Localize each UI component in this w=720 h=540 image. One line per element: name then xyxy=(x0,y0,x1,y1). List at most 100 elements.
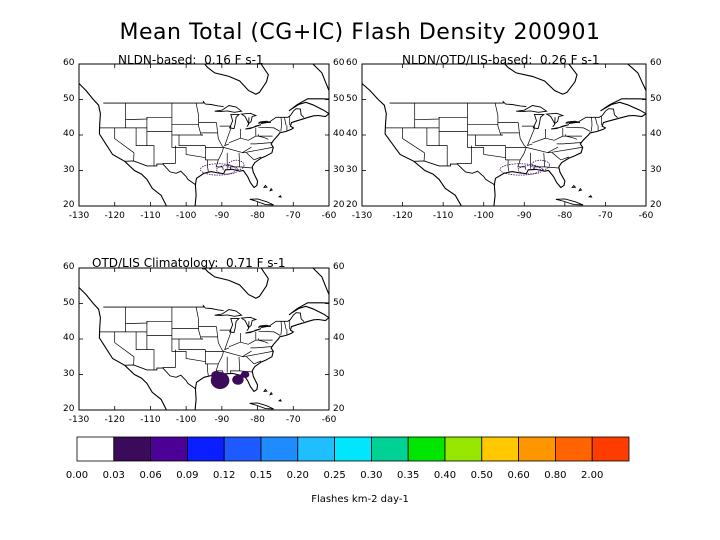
y-tick-label-left: 40 xyxy=(346,129,358,139)
x-tick-label: -80 xyxy=(250,211,265,221)
x-tick-label: -100 xyxy=(473,211,494,221)
y-tick-label-right: 20 xyxy=(333,404,345,414)
gulf-east-coastline xyxy=(194,302,329,410)
state-border xyxy=(178,339,206,350)
west-coastline xyxy=(79,83,167,206)
us-canada-border xyxy=(246,321,250,332)
state-border xyxy=(565,126,591,132)
state-border xyxy=(125,116,172,121)
y-tick-label-left: 20 xyxy=(63,200,75,210)
us-mexico-border xyxy=(125,364,197,390)
labrador-coastline xyxy=(312,268,329,295)
x-tick-label: -80 xyxy=(557,211,573,221)
state-border xyxy=(426,127,448,166)
x-tick-label: -110 xyxy=(140,211,161,221)
state-border xyxy=(205,147,273,154)
island xyxy=(249,402,274,410)
state-border xyxy=(438,117,468,132)
state-border xyxy=(239,166,253,169)
colorbar-swatch xyxy=(407,436,446,462)
colorbar-tick-label: 0.12 xyxy=(213,470,236,481)
colorbar-swatch xyxy=(187,436,225,462)
state-border xyxy=(257,134,269,140)
state-border xyxy=(114,331,135,358)
state-border xyxy=(565,134,578,140)
y-tick-label-right: 40 xyxy=(650,129,662,139)
island xyxy=(571,184,577,189)
state-border xyxy=(257,338,269,344)
y-tick-label-right: 50 xyxy=(333,297,345,308)
y-tick-label-left: 40 xyxy=(63,129,75,139)
x-tick-label: -110 xyxy=(140,415,161,425)
state-border xyxy=(532,129,546,144)
y-tick-label-right: 40 xyxy=(333,333,345,343)
us-canada-border xyxy=(103,100,224,108)
gulf-east-coastline xyxy=(194,98,329,206)
x-tick-label: -120 xyxy=(392,211,413,221)
colorbar-tick-label: 0.80 xyxy=(544,470,567,481)
y-tick-label-left: 20 xyxy=(346,200,358,210)
colorbar-swatch xyxy=(518,436,556,462)
panel-1-map xyxy=(78,63,330,207)
x-tick-label: -130 xyxy=(68,415,90,425)
state-border xyxy=(215,326,224,374)
state-border xyxy=(242,146,252,154)
colorbar-tick-label: 0.25 xyxy=(323,470,346,481)
y-tick-label-right: 50 xyxy=(650,93,662,104)
great-lake xyxy=(240,112,258,125)
colorbar-tick-label: 2.00 xyxy=(581,470,604,481)
flash-density-area xyxy=(531,159,550,171)
great-lake xyxy=(214,105,243,113)
colorbar-tick-label: 0.50 xyxy=(470,470,493,481)
west-coastline xyxy=(362,83,462,206)
state-border xyxy=(162,103,176,164)
map-panels xyxy=(78,63,647,411)
panel-3-title: OTD/LIS Climatology: 0.71 F s-1 xyxy=(92,256,286,270)
colorbar-tick-label: 0.09 xyxy=(176,470,199,481)
y-tick-label-right: 30 xyxy=(650,164,662,175)
panel-2-geography xyxy=(362,64,646,206)
state-border xyxy=(544,166,559,169)
colorbar-tick-label: 0.06 xyxy=(139,470,162,481)
colorbar-swatch xyxy=(150,436,188,462)
great-lake xyxy=(245,328,262,334)
x-tick-label: -60 xyxy=(638,211,654,221)
island xyxy=(277,399,282,402)
state-border xyxy=(475,135,506,146)
x-tick-label: -130 xyxy=(351,211,373,221)
colorbar-units-label: Flashes km-2 day-1 xyxy=(311,494,409,505)
colorbar-swatch xyxy=(370,436,409,462)
panel-2-frame xyxy=(361,63,647,207)
hudson-bay-coastline xyxy=(504,64,578,95)
x-tick-label: -80 xyxy=(250,415,265,425)
y-tick-label-right: 20 xyxy=(650,200,662,210)
y-tick-label-left: 50 xyxy=(346,93,358,104)
state-border xyxy=(135,331,155,370)
colorbar-swatch xyxy=(297,436,336,462)
panel-1-frame xyxy=(78,63,330,207)
state-border xyxy=(228,129,241,144)
y-tick-label-left: 30 xyxy=(63,164,75,175)
figure-title: Mean Total (CG+IC) Flash Density 200901 xyxy=(119,20,601,45)
x-tick-label: -70 xyxy=(598,211,613,221)
panel-3-map xyxy=(78,267,330,411)
colorbar-swatch xyxy=(260,436,299,462)
y-tick-label-left: 60 xyxy=(63,58,75,68)
state-border xyxy=(250,346,273,349)
colorbar-swatch xyxy=(113,436,151,462)
state-border xyxy=(258,126,281,132)
colorbar-swatch xyxy=(481,436,519,462)
state-border xyxy=(590,117,593,132)
state-border xyxy=(258,330,281,336)
flash-density-area xyxy=(227,159,245,171)
state-border xyxy=(229,152,241,170)
colorbar-swatch xyxy=(223,436,262,462)
state-border xyxy=(114,127,135,154)
state-border xyxy=(552,152,570,161)
state-border xyxy=(242,350,252,358)
great-lake xyxy=(551,124,570,130)
state-border xyxy=(517,122,527,170)
y-tick-label-right: 60 xyxy=(333,262,345,272)
flash-density-area xyxy=(240,370,250,379)
y-tick-label-right: 40 xyxy=(333,129,345,139)
